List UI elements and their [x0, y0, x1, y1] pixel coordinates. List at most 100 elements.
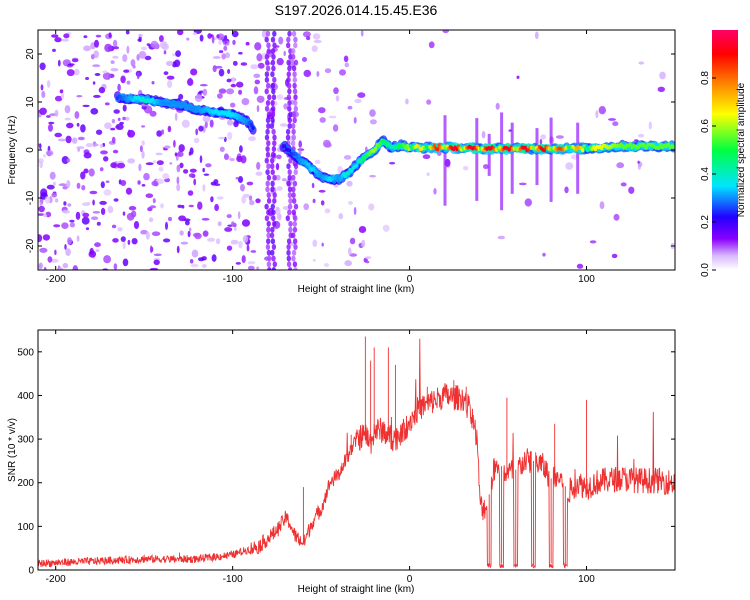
streak-speck: [286, 244, 291, 250]
streak-speck: [291, 134, 296, 141]
noise-speck: [187, 230, 191, 238]
noise-speck: [202, 167, 205, 173]
noise-speck: [361, 239, 366, 248]
noise-speck: [481, 131, 486, 139]
streak-speck: [266, 249, 272, 256]
noise-speck: [365, 260, 370, 264]
streak-speck: [265, 186, 270, 193]
streak-speck: [288, 220, 293, 227]
y-tick-label: -10: [25, 190, 36, 205]
noise-speck: [232, 39, 236, 46]
noise-speck: [279, 123, 288, 127]
streak-speck: [272, 192, 277, 199]
snr-line: [38, 338, 675, 569]
track-mark: [283, 144, 287, 149]
noise-speck: [94, 242, 101, 248]
noise-speck: [369, 109, 376, 117]
noise-speck: [343, 155, 352, 160]
colorbar-tick-label: 0.6: [700, 119, 711, 133]
noise-speck: [140, 229, 149, 235]
noise-speck: [38, 213, 45, 216]
streak-speck: [270, 186, 275, 193]
noise-speck: [77, 136, 85, 141]
streak-speck: [270, 117, 275, 124]
noise-speck: [85, 143, 94, 148]
track-mark: [536, 147, 540, 152]
track-mark: [346, 171, 351, 176]
noise-speck: [428, 41, 435, 49]
streak-speck: [271, 65, 276, 72]
streak-speck: [287, 192, 293, 199]
streak-speck: [291, 255, 296, 262]
noise-speck: [151, 81, 155, 85]
noise-speck: [237, 176, 244, 183]
noise-speck: [122, 116, 126, 121]
noise-speck: [50, 258, 59, 263]
noise-speck: [187, 190, 194, 196]
noise-speck: [103, 189, 112, 196]
streak-speck: [272, 261, 277, 268]
noise-speck: [238, 240, 243, 249]
noise-speck: [54, 95, 63, 102]
track-mark: [657, 145, 661, 150]
noise-speck: [48, 123, 53, 132]
noise-speck: [104, 102, 110, 106]
noise-speck: [177, 30, 184, 36]
noise-speck: [227, 131, 233, 140]
noise-speck: [254, 79, 260, 85]
noise-speck: [242, 235, 249, 243]
noise-speck: [218, 68, 225, 77]
noise-speck: [324, 208, 331, 214]
harmonic-streak: [535, 128, 539, 186]
track-mark: [238, 114, 242, 119]
noise-speck: [368, 203, 375, 211]
track-mark: [362, 157, 367, 162]
track-mark: [659, 142, 663, 147]
noise-speck: [153, 259, 160, 266]
streak-speck: [287, 203, 293, 210]
noise-speck: [192, 32, 197, 36]
noise-speck: [127, 158, 136, 164]
noise-speck: [82, 202, 90, 207]
noise-speck: [42, 234, 51, 241]
noise-speck: [65, 248, 71, 256]
noise-speck: [44, 196, 51, 204]
noise-speck: [130, 59, 136, 67]
noise-speck: [93, 50, 99, 59]
noise-speck: [116, 162, 126, 169]
streak-speck: [293, 105, 298, 112]
noise-speck: [612, 121, 619, 127]
track-mark: [644, 146, 648, 150]
noise-speck: [238, 89, 243, 95]
noise-speck: [122, 54, 128, 63]
noise-speck: [422, 154, 431, 160]
noise-speck: [186, 37, 190, 41]
streak-speck: [266, 209, 271, 216]
noise-speck: [278, 36, 284, 45]
noise-speck: [324, 142, 332, 148]
noise-speck: [176, 183, 181, 192]
noise-speck: [61, 222, 69, 229]
noise-speck: [113, 46, 119, 50]
noise-speck: [255, 198, 261, 204]
noise-speck: [216, 196, 224, 200]
noise-speck: [58, 183, 67, 187]
streak-speck: [266, 111, 272, 118]
noise-speck: [232, 60, 238, 66]
noise-speck: [110, 60, 115, 64]
noise-speck: [40, 84, 44, 91]
noise-speck: [54, 37, 62, 43]
streak-speck: [270, 100, 275, 106]
streak-speck: [266, 226, 271, 233]
noise-speck: [62, 262, 69, 269]
streak-speck: [292, 88, 298, 95]
snr-frame: [37, 329, 676, 571]
noise-speck: [178, 93, 184, 100]
track-mark: [378, 141, 382, 146]
streak-speck: [267, 255, 272, 262]
noise-speck: [276, 154, 282, 160]
noise-speck: [151, 180, 159, 187]
noise-speck: [565, 162, 574, 170]
noise-speck: [108, 32, 112, 38]
